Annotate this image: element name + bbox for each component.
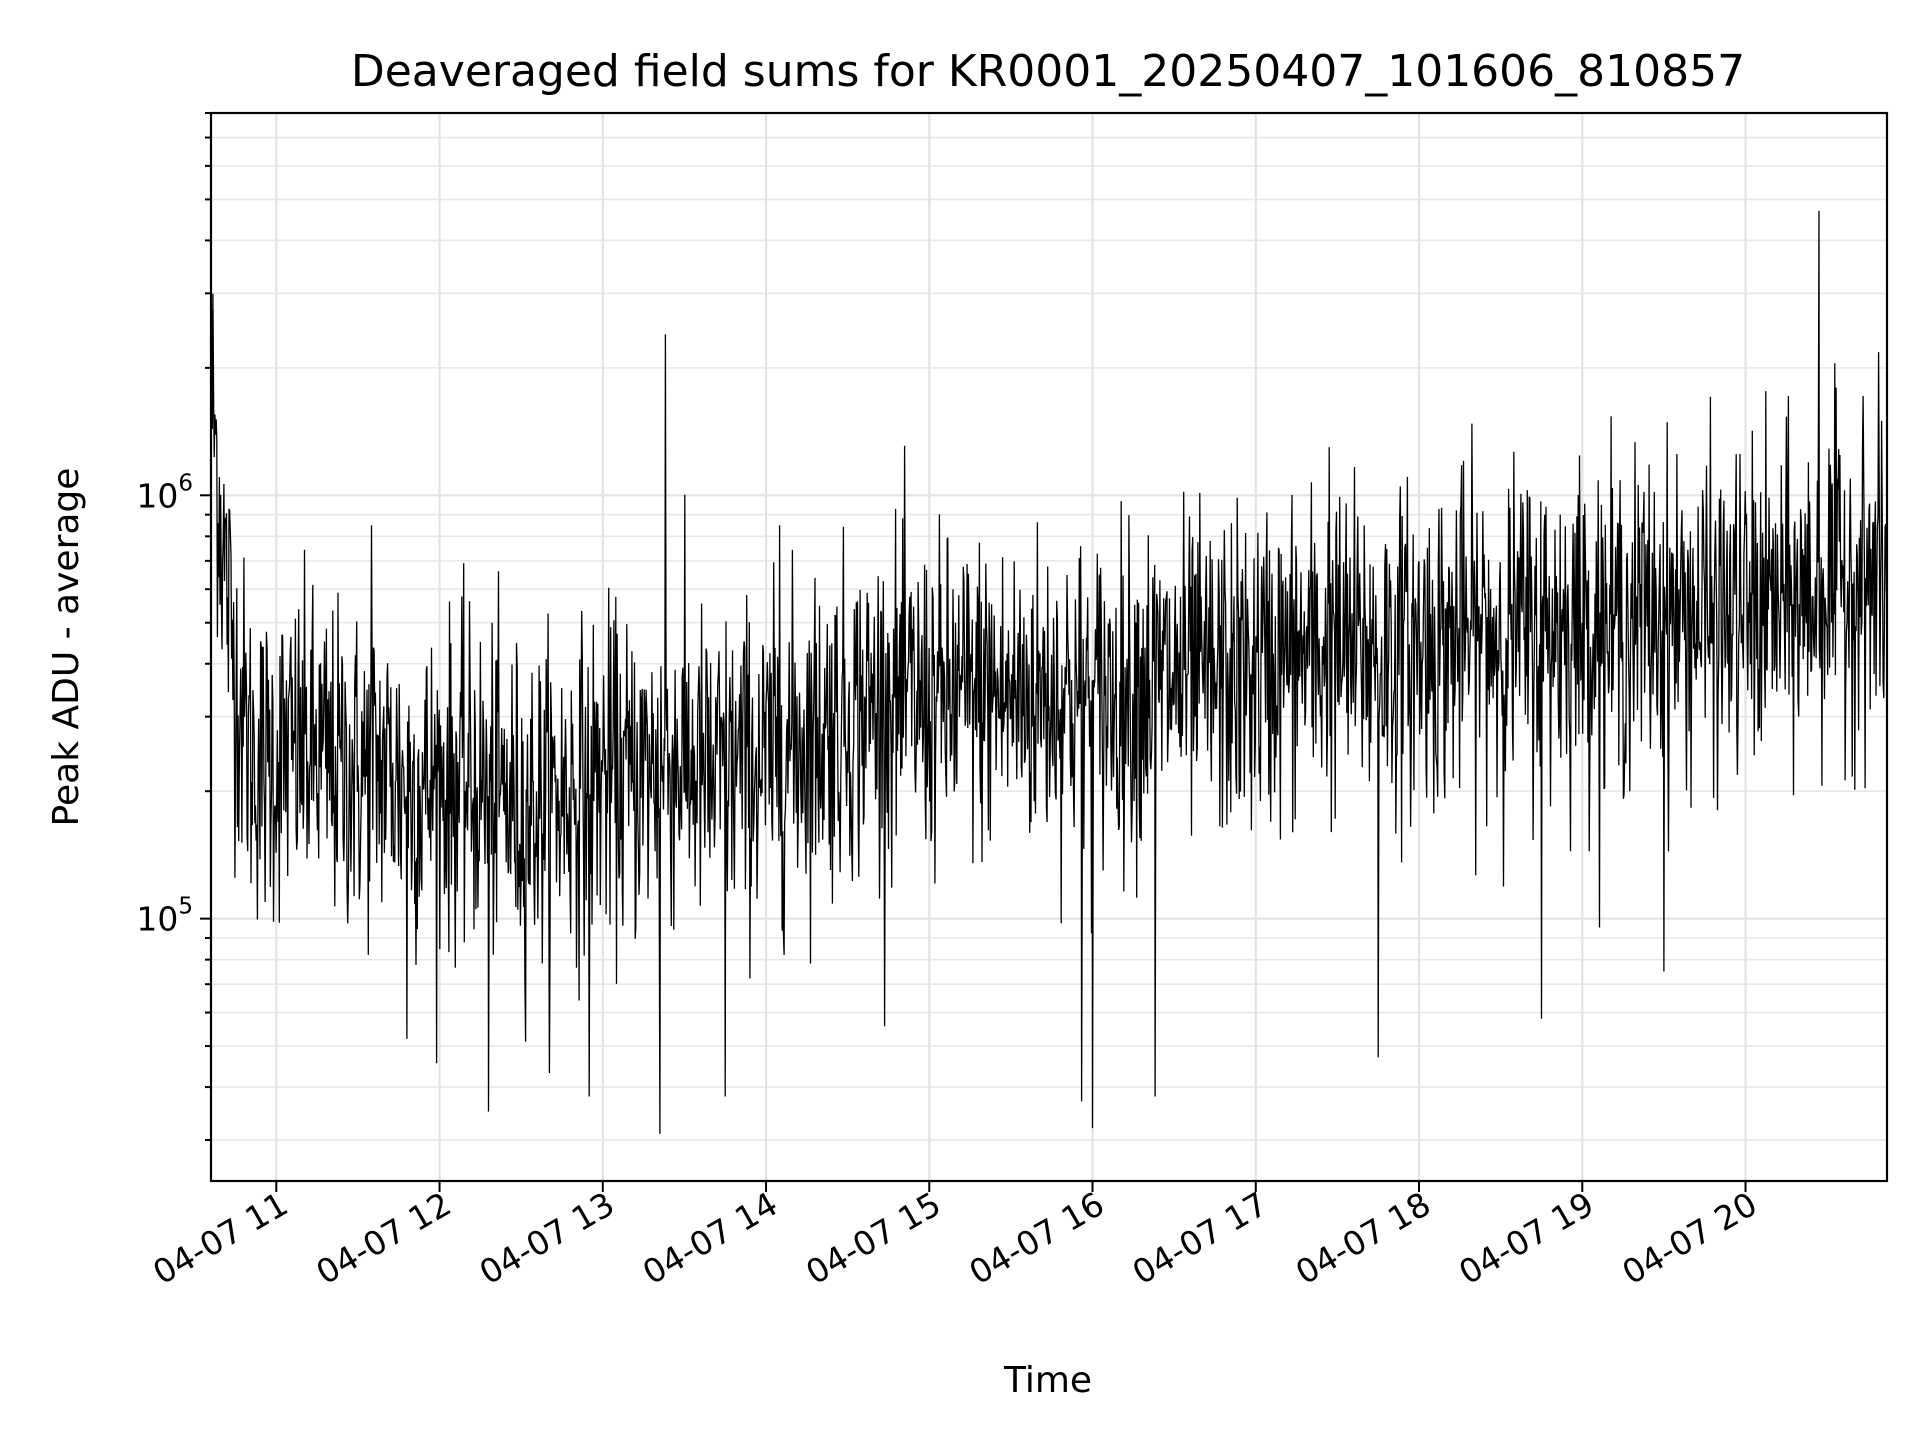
- y-tick-label: 105: [136, 894, 193, 939]
- plot-area: [211, 210, 1887, 1134]
- y-axis-label: Peak ADU - average: [46, 468, 87, 827]
- plot-frame: [209, 111, 1889, 1183]
- y-tick-label-exponent: 5: [178, 894, 193, 920]
- x-axis-label: Time: [1003, 1360, 1092, 1401]
- y-tick-label-exponent: 6: [178, 470, 193, 496]
- chart-title: Deaveraged field sums for KR0001_2025040…: [351, 46, 1745, 97]
- data-series-line: [211, 210, 1887, 1134]
